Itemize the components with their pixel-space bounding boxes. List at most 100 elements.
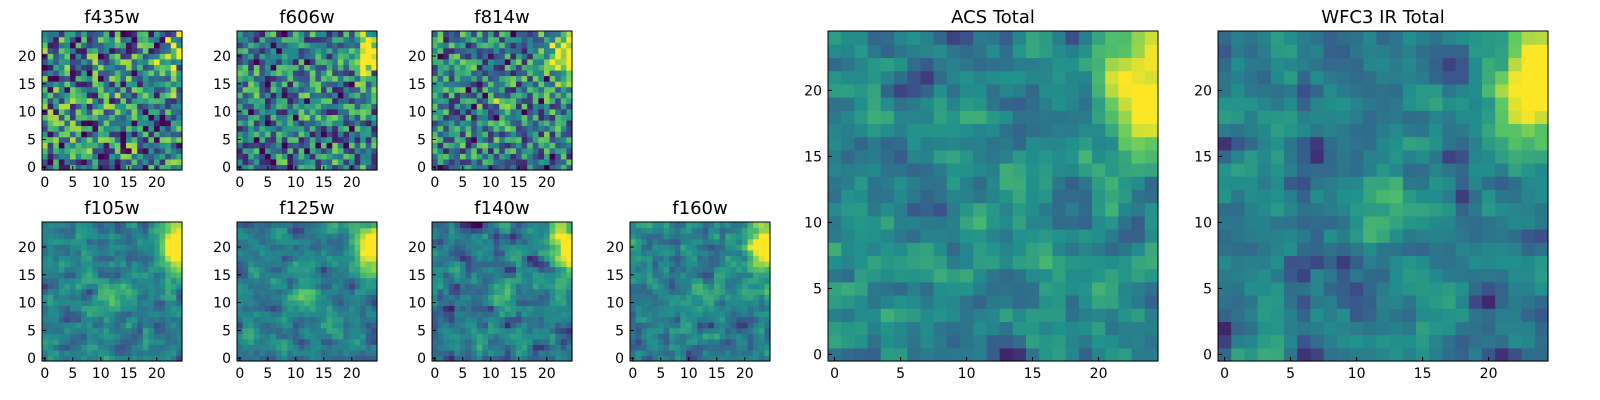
heatmap-cell xyxy=(315,255,322,262)
heatmap-cell xyxy=(281,58,288,65)
heatmap-cell xyxy=(867,136,882,151)
heatmap-cell xyxy=(867,334,882,349)
heatmap-cell xyxy=(1065,255,1080,270)
heatmap-cell xyxy=(516,299,523,306)
heatmap-cell xyxy=(114,344,121,351)
x-tick-label: 10 xyxy=(287,175,305,191)
heatmap-cell xyxy=(920,268,935,283)
heatmap-cell xyxy=(75,349,82,357)
heatmap-cell xyxy=(736,344,743,351)
heatmap-cell xyxy=(58,53,65,60)
heatmap-cell xyxy=(566,108,573,115)
heatmap-cell xyxy=(482,158,489,166)
heatmap-cell xyxy=(114,233,121,240)
heatmap-cell xyxy=(276,131,283,138)
heatmap-cell xyxy=(114,158,121,166)
heatmap-cell xyxy=(270,153,277,160)
heatmap-cell xyxy=(652,338,659,345)
heatmap-cell xyxy=(1039,255,1053,270)
heatmap-cell xyxy=(1026,242,1040,256)
heatmap-cell xyxy=(448,327,455,334)
heatmap-cell xyxy=(321,47,328,54)
heatmap-cell xyxy=(658,244,665,251)
heatmap-cell xyxy=(81,47,88,54)
heatmap-cell xyxy=(114,153,121,160)
heatmap-cell xyxy=(315,131,322,138)
heatmap-cell xyxy=(315,238,322,245)
heatmap-cell xyxy=(986,347,1001,362)
heatmap-cell xyxy=(237,322,244,329)
heatmap-cell xyxy=(332,147,339,154)
heatmap-cell xyxy=(287,164,294,171)
heatmap-cell xyxy=(332,86,339,93)
heatmap-cell xyxy=(298,69,305,77)
heatmap-cell xyxy=(53,53,60,60)
heatmap-cell xyxy=(443,238,450,245)
heatmap-cell xyxy=(354,294,361,301)
heatmap-cell xyxy=(742,249,749,256)
heatmap-cell xyxy=(714,344,721,351)
heatmap-cell xyxy=(493,153,500,160)
heatmap-cell xyxy=(360,338,367,345)
heatmap-cell xyxy=(315,316,322,323)
heatmap-cell xyxy=(432,103,439,110)
heatmap-cell xyxy=(42,266,49,273)
heatmap-cell xyxy=(566,47,573,54)
heatmap-cell xyxy=(725,283,732,290)
heatmap-cell xyxy=(148,244,155,251)
heatmap-cell xyxy=(527,283,534,290)
heatmap-cell xyxy=(326,238,333,245)
heatmap-cell xyxy=(454,272,461,279)
heatmap-cell xyxy=(1052,347,1067,362)
heatmap-cell xyxy=(841,215,855,230)
heatmap-cell xyxy=(1026,136,1040,151)
heatmap-cell xyxy=(42,277,49,284)
heatmap-cell xyxy=(321,125,328,132)
heatmap-cell xyxy=(516,333,523,340)
heatmap-cell xyxy=(337,255,344,262)
heatmap-cell xyxy=(532,294,539,301)
heatmap-cell xyxy=(298,322,305,329)
heatmap-cell xyxy=(1065,202,1080,217)
heatmap-cell xyxy=(281,153,288,160)
heatmap-cell xyxy=(1052,123,1067,138)
heatmap-cell xyxy=(58,119,65,127)
heatmap-cell xyxy=(764,227,771,234)
heatmap-cell xyxy=(349,158,356,166)
heatmap-cell xyxy=(460,81,467,88)
heatmap-cell xyxy=(437,227,444,234)
heatmap-cell xyxy=(828,229,842,243)
heatmap-cell xyxy=(98,260,105,268)
heatmap-cell xyxy=(276,119,283,127)
heatmap-cell xyxy=(499,31,506,38)
heatmap-cell xyxy=(159,103,166,110)
heatmap-cell xyxy=(131,36,138,43)
heatmap-cell xyxy=(521,322,528,329)
heatmap-cell xyxy=(360,75,367,82)
heatmap-cell xyxy=(499,64,506,71)
heatmap-cell xyxy=(646,277,653,284)
heatmap-cell xyxy=(92,260,99,268)
heatmap-cell xyxy=(646,260,653,268)
heatmap-cell xyxy=(237,294,244,301)
heatmap-cell xyxy=(92,153,99,160)
heatmap-cell xyxy=(566,69,573,77)
heatmap-cell xyxy=(867,163,882,177)
y-tick-label: 10 xyxy=(408,105,426,121)
panel-title: f160w xyxy=(672,198,727,219)
heatmap-cell xyxy=(137,92,144,99)
heatmap-cell xyxy=(343,164,350,171)
heatmap-cell xyxy=(730,322,737,329)
heatmap-cell xyxy=(86,266,93,273)
heatmap-cell xyxy=(86,305,93,312)
heatmap-cell xyxy=(465,86,472,93)
heatmap-cell xyxy=(276,103,283,110)
heatmap-cell xyxy=(471,260,478,268)
heatmap-cell xyxy=(560,142,567,149)
heatmap-cell xyxy=(454,238,461,245)
heatmap-cell xyxy=(326,294,333,301)
x-tick-label: 20 xyxy=(736,366,754,382)
heatmap-cell xyxy=(131,266,138,273)
heatmap-cell xyxy=(237,344,244,351)
heatmap-cell xyxy=(854,308,869,322)
